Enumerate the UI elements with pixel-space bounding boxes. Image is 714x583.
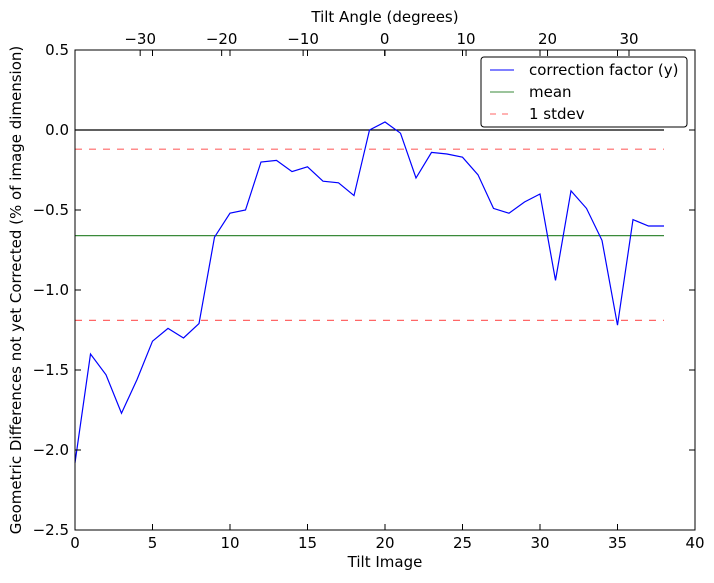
x-tick-label: 20 (375, 534, 394, 552)
x-tick-label: 35 (608, 534, 627, 552)
legend-label-stdev: 1 stdev (529, 105, 585, 123)
x-axis-label: Tilt Image (347, 553, 423, 571)
x-tick-label: 30 (530, 534, 549, 552)
y-tick-label: −2.5 (33, 521, 69, 539)
top-x-tick-label: 0 (380, 30, 390, 48)
x-tick-label: 10 (220, 534, 239, 552)
y-axis-label: Geometric Differences not yet Corrected … (7, 46, 25, 535)
x-tick-label: 15 (298, 534, 317, 552)
y-tick-label: −0.5 (33, 201, 69, 219)
ticks-layer: 0 5 10 15 20 25 30 35 40 0.5 0.0 −0.5 −1.0 −1.5 −2.0 −2… (33, 30, 705, 552)
top-x-tick-label: 10 (457, 30, 476, 48)
y-tick-label: −2.0 (33, 441, 69, 459)
top-x-tick-label: −10 (287, 30, 319, 48)
legend-box (480, 56, 688, 128)
legend: correction factor (y) mean 1 stdev (480, 56, 688, 128)
x-tick-label: 40 (685, 534, 704, 552)
top-x-tick-label: 20 (538, 30, 557, 48)
top-x-tick-label: 30 (619, 30, 638, 48)
y-tick-label: 0.0 (45, 121, 69, 139)
series-layer (74, 121, 664, 463)
top-x-axis-label: Tilt Angle (degrees) (310, 8, 458, 26)
y-tick-label: 0.5 (45, 41, 69, 59)
top-x-tick-label: −30 (124, 30, 156, 48)
legend-label-mean: mean (529, 83, 572, 101)
y-tick-label: −1.0 (33, 281, 69, 299)
series-line-correction-factor-y- (74, 121, 664, 463)
legend-label-correction: correction factor (y) (529, 61, 678, 79)
y-tick-label: −1.5 (33, 361, 69, 379)
x-tick-label: 0 (70, 534, 80, 552)
top-x-tick-label: −20 (206, 30, 238, 48)
x-tick-label: 5 (148, 534, 158, 552)
x-tick-label: 25 (453, 534, 472, 552)
